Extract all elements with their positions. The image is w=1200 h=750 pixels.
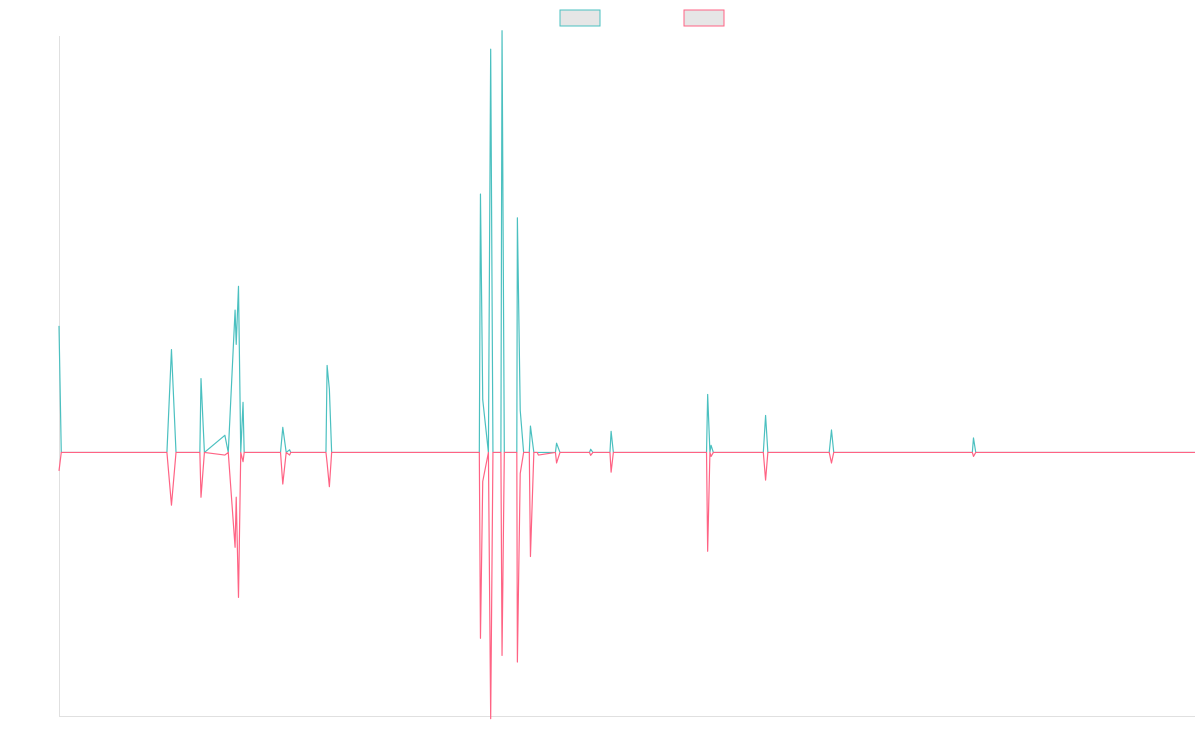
series-1 <box>58 30 1195 454</box>
series-line-2 <box>58 451 1195 720</box>
legend-swatch-1[interactable] <box>559 9 601 27</box>
series-layer <box>58 30 1195 720</box>
legend <box>559 9 725 27</box>
series-2 <box>58 451 1195 720</box>
series-line-1 <box>58 30 1195 454</box>
legend-swatch-2[interactable] <box>683 9 725 27</box>
